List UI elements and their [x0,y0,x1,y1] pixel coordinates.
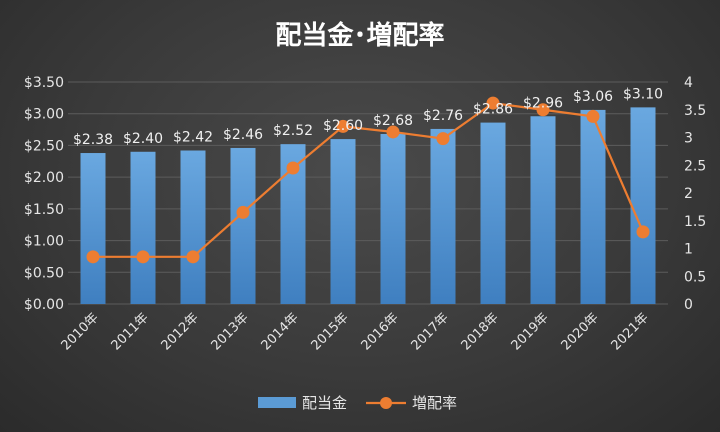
line-path [93,101,645,258]
bar-data-label: $2.96 [523,95,563,111]
legend-marker-line [380,397,392,409]
bar [630,107,656,304]
left-tick-label: $0.00 [24,297,64,313]
x-tick-label: 2017年 [409,310,452,353]
bar [130,151,156,304]
line-point [636,225,650,239]
line-series [86,96,650,264]
left-axis: $0.00 $0.50 $1.00 $1.50 $2.00 $2.50 $3.00 $3.50 [24,75,64,313]
data-labels: $2.38 $2.40 $2.42 $2.46 $2.52 $2.60 $2.68 $2.76… [73,86,663,148]
right-axis: 0 0.5 1 1.5 2 2.5 3 3.5 4 [684,75,706,313]
right-tick-label: 0.5 [684,269,706,285]
line-point [86,250,100,264]
x-tick-label: 2018年 [459,310,502,353]
x-tick-label: 2013年 [209,310,252,353]
x-tick-label: 2015年 [309,310,352,353]
left-tick-label: $2.00 [24,170,64,186]
x-tick-label: 2014年 [259,310,302,353]
x-tick-label: 2019年 [509,310,552,353]
line-point [386,125,400,139]
legend-label-bar: 配当金 [302,394,347,412]
bar-data-label: $2.38 [73,132,113,148]
right-tick-label: 1 [684,242,693,258]
line-point [436,132,450,146]
legend-label-line: 増配率 [412,394,457,412]
right-tick-label: 2 [684,186,693,202]
x-tick-label: 2016年 [359,310,402,353]
line-point [286,161,300,175]
bar-data-label: $3.06 [573,89,613,105]
right-tick-label: 3.5 [684,103,706,119]
line-point [336,119,350,133]
bar-data-label: $3.10 [623,86,663,102]
x-tick-label: 2012年 [159,310,202,353]
line-point [536,103,550,117]
right-tick-label: 2.5 [684,158,706,174]
line-point [186,250,200,264]
right-tick-label: 0 [684,297,693,313]
gridlines [68,81,668,305]
bar-data-label: $2.60 [323,118,363,134]
x-tick-label: 2011年 [109,310,152,353]
bar-data-label: $2.52 [273,123,313,139]
bar [430,128,456,304]
bar-data-label: $2.46 [223,127,263,143]
bar [530,116,556,304]
left-tick-label: $1.00 [24,234,64,250]
left-tick-label: $0.50 [24,265,64,281]
bar [580,109,606,304]
legend: 配当金 増配率 [258,394,457,412]
line-point [136,250,150,264]
left-tick-label: $2.50 [24,138,64,154]
legend-swatch-bar [258,397,296,408]
right-tick-label: 4 [684,75,693,91]
left-tick-label: $3.00 [24,107,64,123]
bar-data-label: $2.42 [173,130,213,146]
bar [80,153,106,304]
bar [380,134,406,304]
right-tick-label: 1.5 [684,214,706,230]
bar-series [80,107,656,304]
left-tick-label: $1.50 [24,202,64,218]
bar-data-label: $2.68 [373,113,413,129]
x-tick-label: 2010年 [59,310,102,353]
bar-data-label: $2.76 [423,108,463,124]
bar-data-label: $2.86 [473,102,513,118]
chart-title: 配当金･増配率 [275,20,444,51]
bar [480,122,506,304]
bar-data-label: $2.40 [123,131,163,147]
bar [330,139,356,304]
bar [230,147,256,304]
line-point [236,205,250,219]
x-tick-label: 2020年 [559,310,602,353]
left-tick-label: $3.50 [24,75,64,91]
right-tick-label: 3 [684,131,693,147]
x-tick-label: 2021年 [609,310,652,353]
line-point [586,109,600,123]
x-axis: 2010年 2011年 2012年 2013年 2014年 2015年 2016年 2017年… [59,310,652,353]
line-point [486,96,500,110]
bar [180,150,206,304]
